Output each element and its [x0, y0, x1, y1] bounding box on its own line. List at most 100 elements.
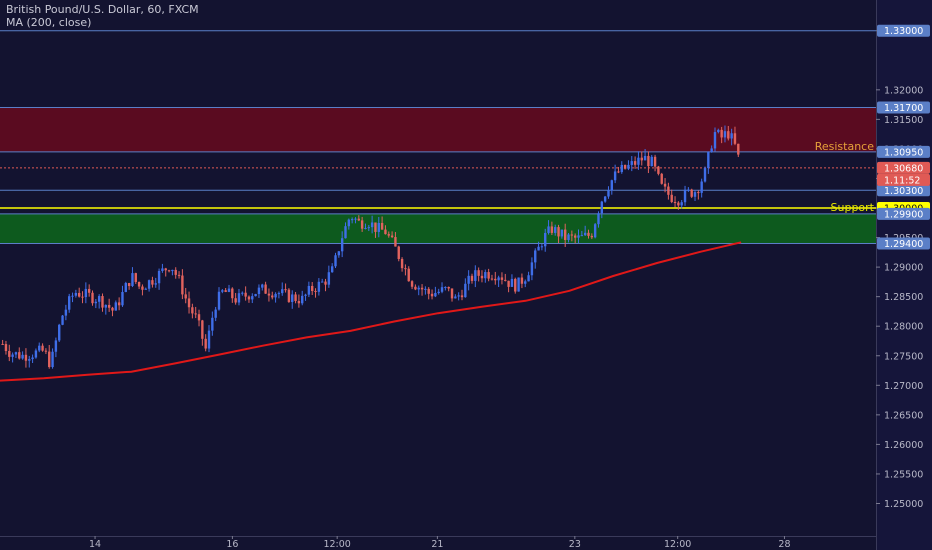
candle-body — [234, 298, 237, 303]
candle-body — [38, 345, 41, 351]
candle-body — [194, 313, 197, 315]
candle-body — [164, 268, 167, 271]
candle-body — [650, 156, 653, 167]
candle-body — [291, 294, 294, 302]
candle-body — [567, 234, 570, 240]
candle-body — [653, 156, 657, 167]
candle-body — [627, 164, 630, 169]
candle-body — [97, 296, 101, 302]
candle-body — [570, 234, 574, 236]
candle-body — [530, 262, 534, 276]
candle-body — [507, 280, 510, 287]
candle-body — [534, 250, 537, 263]
candle-body — [620, 164, 623, 173]
candle-body — [294, 294, 297, 302]
candle-body — [237, 293, 241, 303]
candle-body — [590, 235, 594, 238]
zone-labels-layer: Resistance Support — [815, 140, 875, 214]
candle-body — [610, 180, 613, 191]
candle-body — [467, 275, 470, 284]
candle-body — [527, 275, 530, 282]
candle-body — [457, 295, 460, 297]
price-axis[interactable]: 1.330001.320001.315001.310001.305001.300… — [876, 0, 932, 550]
candle-body — [307, 285, 311, 295]
candle-body — [730, 133, 733, 139]
candle-body — [340, 238, 344, 252]
candle-body — [713, 132, 717, 149]
candle-body — [470, 275, 474, 281]
moving-average-layer — [0, 241, 742, 382]
candle-body — [48, 351, 51, 368]
candle-body — [84, 288, 88, 298]
ma-line — [0, 241, 742, 382]
countdown-tag: 1.11:52 — [884, 175, 920, 186]
level-price-tag-bg — [877, 207, 930, 220]
candle-body — [11, 354, 14, 357]
price-tick-label: 1.25000 — [884, 499, 923, 510]
candle-body — [58, 324, 61, 341]
candle-body — [320, 281, 324, 283]
candle-body — [54, 340, 58, 352]
candle-body — [77, 292, 81, 297]
candle-body — [121, 291, 124, 306]
candle-body — [151, 280, 154, 285]
time-axis[interactable]: 14 16 12:00 21 23 12:00 28 — [0, 536, 876, 550]
level-price-tag-bg — [877, 237, 930, 250]
candle-body — [583, 232, 587, 236]
candle-body — [241, 292, 244, 294]
candle-body — [400, 258, 404, 269]
level-price-tag: 1.30950 — [884, 147, 923, 158]
candle-body — [171, 269, 174, 272]
time-tick-label: 21 — [431, 539, 443, 550]
candle-body — [524, 281, 527, 284]
candle-body — [24, 354, 28, 361]
candle-body — [593, 224, 597, 238]
candle-body — [454, 296, 457, 299]
time-tick-label: 12:00 — [664, 539, 691, 550]
candle-body — [1, 343, 4, 345]
candle-body — [350, 219, 354, 221]
candle-body — [677, 202, 680, 206]
candle-body — [727, 131, 730, 139]
candle-body — [640, 157, 643, 161]
candle-body — [364, 227, 367, 229]
candle-body — [547, 226, 550, 233]
candle-body — [370, 222, 374, 228]
candle-body — [687, 189, 690, 191]
candle-body — [384, 229, 387, 235]
candle-body — [597, 213, 600, 225]
level-price-tag: 1.29400 — [884, 239, 923, 250]
candle-body — [540, 246, 544, 248]
candle-body — [637, 157, 640, 165]
candle-body — [623, 164, 627, 169]
candle-body — [264, 284, 267, 294]
candle-body — [157, 270, 161, 284]
candle-body — [207, 330, 211, 349]
candle-body — [224, 290, 227, 292]
candle-body — [301, 295, 304, 304]
candle-body — [187, 298, 191, 308]
candle-body — [87, 288, 91, 293]
candle-body — [154, 283, 157, 285]
candle-body — [277, 293, 281, 295]
candle-body — [537, 246, 540, 251]
candle-body — [281, 289, 284, 294]
candle-body — [271, 295, 274, 298]
candle-body — [104, 304, 108, 308]
candle-body — [514, 278, 517, 292]
candle-body — [297, 301, 301, 304]
candle-body — [557, 227, 560, 237]
candle-body — [490, 278, 494, 280]
candle-body — [510, 278, 514, 287]
candle-body — [690, 189, 693, 197]
candle-body — [494, 278, 497, 281]
candle-body — [633, 161, 637, 165]
level-price-tag: 1.33000 — [884, 26, 923, 37]
candle-body — [544, 232, 547, 247]
last-price-tag: 1.30680 — [884, 163, 923, 174]
candle-body — [327, 272, 331, 285]
candle-body — [447, 286, 450, 289]
time-tick-label: 28 — [778, 539, 790, 550]
price-tick-label: 1.31500 — [884, 115, 923, 126]
